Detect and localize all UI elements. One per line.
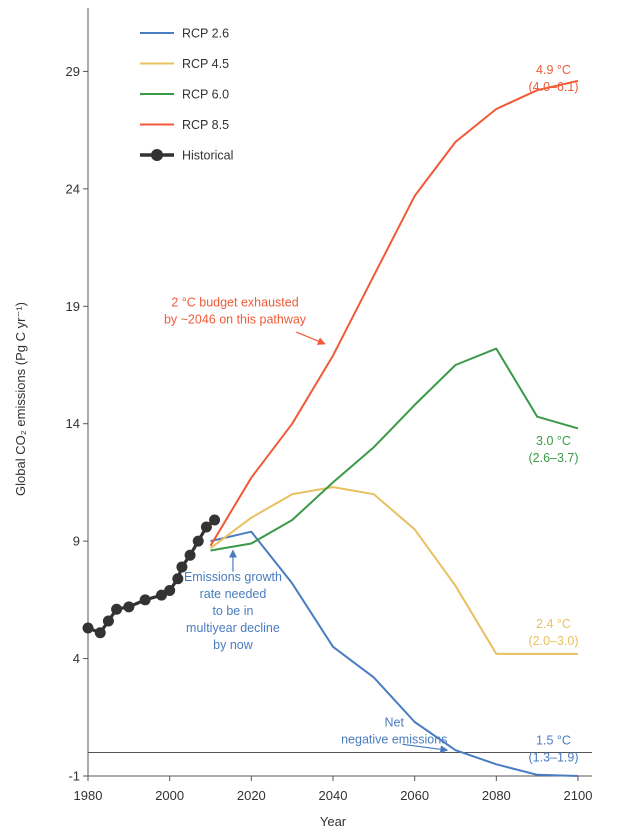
legend-label: RCP 6.0 [182,88,229,102]
x-axis-title: Year [320,814,347,829]
x-tick-label: 2000 [155,788,184,803]
historical-point [172,573,184,585]
annotation-text: 1.5 °C (1.3–1.9) [528,733,578,764]
historical-point [82,622,94,634]
annotation-arrow [402,743,449,754]
annotation-arrow [296,331,326,345]
annotations: 2 °C budget exhausted by ~2046 on this pa… [164,63,579,765]
historical-point [184,549,196,561]
historical-point [139,594,151,606]
x-tick-label: 1980 [74,788,103,803]
series-line-rcp-4-5 [209,486,578,655]
historical-point [200,521,212,533]
annotation-text: 4.9 °C (4.0–6.1) [528,63,578,94]
series-line-rcp-8-5 [209,79,579,547]
historical-point [156,589,167,601]
y-tick-label: 29 [66,64,80,79]
annotation-text: 3.0 °C (2.6–3.7) [528,434,578,465]
legend-label: Historical [182,149,233,163]
x-tick-label: 2020 [237,788,266,803]
x-tick-label: 2040 [319,788,348,803]
series-line-rcp-6-0 [210,347,579,552]
historical-point [102,615,114,627]
y-tick-label: 9 [73,534,80,549]
x-tick-label: 2060 [400,788,429,803]
series-line-rcp-2-6 [210,530,579,777]
axes: -1 4 9 14 19 24 29 1980 2000 2020 2040 2060 2080 2100 [66,8,593,803]
legend-marker [151,149,163,161]
series-lines [82,79,579,777]
x-tick-label: 2080 [482,788,511,803]
y-tick-label: -1 [68,769,80,784]
annotation-text: 2.4 °C (2.0–3.0) [528,617,578,648]
y-axis-title: Global CO₂ emissions (Pg C yr⁻¹) [13,302,28,496]
annotation-text: 2 °C budget exhausted by ~2046 on this pa… [164,295,307,326]
historical-point [176,561,188,573]
x-tick-label: 2100 [564,788,593,803]
historical-point [164,584,176,596]
legend-label: RCP 2.6 [182,27,229,41]
historical-point [94,627,106,639]
y-tick-label: 19 [66,299,80,314]
legend: RCP 2.6 RCP 4.5 RCP 6.0 RCP 8.5 Historical [140,27,233,163]
historical-point [209,514,221,526]
y-tick-label: 4 [73,651,80,666]
legend-label: RCP 8.5 [182,118,229,132]
historical-point [192,535,204,547]
y-tick-label: 14 [66,416,80,431]
annotation-text: Emissions growth rate needed to be in multi… [184,570,282,652]
historical-point [111,603,123,615]
historical-point [123,601,135,613]
annotation-text: Net negative emissions [341,716,447,747]
legend-label: RCP 4.5 [182,57,229,71]
y-tick-label: 24 [66,181,80,196]
